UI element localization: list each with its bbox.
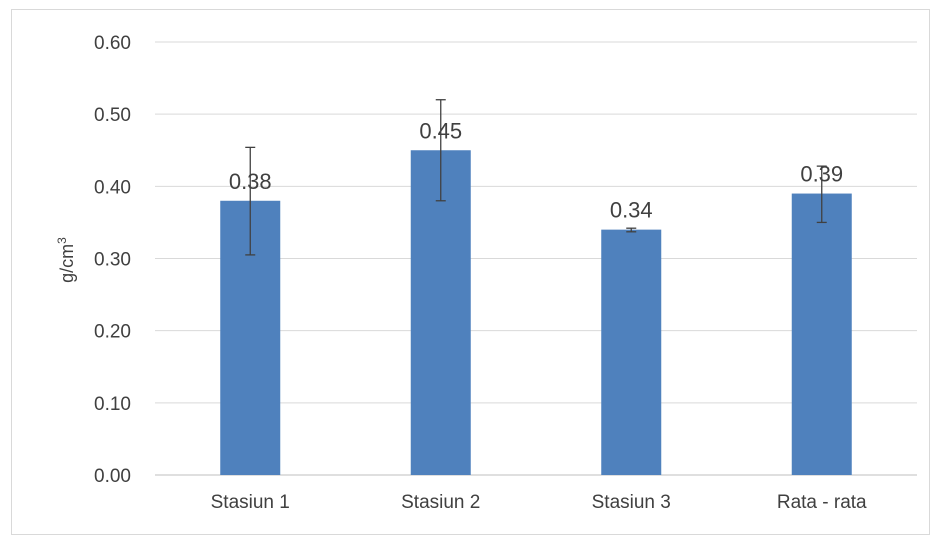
gridlines: [155, 41, 917, 476]
y-tick-label: 0.30: [94, 250, 131, 271]
bar: [791, 193, 852, 476]
error-bar: [435, 99, 446, 202]
y-tick-label: 0.50: [94, 105, 131, 126]
error-bars: [245, 99, 827, 256]
data-label: 0.38: [229, 169, 272, 194]
bar: [601, 229, 662, 475]
y-axis-ticks: 0.00 0.10 0.20 0.30 0.40 0.50 0.60: [94, 33, 131, 487]
y-axis-label: g/cm3: [55, 237, 77, 283]
data-label: 0.45: [419, 118, 462, 143]
x-tick-label: Stasiun 3: [592, 492, 671, 513]
data-label: 0.34: [610, 198, 653, 223]
x-axis-ticks: Stasiun 1 Stasiun 2 Stasiun 3 Rata - rata: [211, 492, 867, 513]
y-tick-label: 0.20: [94, 322, 131, 343]
error-bar: [816, 165, 827, 224]
y-tick-label: 0.60: [94, 33, 131, 54]
y-tick-label: 0.00: [94, 466, 131, 487]
error-bar: [245, 146, 256, 256]
error-bar: [626, 227, 637, 233]
x-tick-label: Stasiun 1: [211, 492, 290, 513]
bar: [410, 150, 471, 475]
y-tick-label: 0.10: [94, 394, 131, 415]
data-label: 0.39: [800, 162, 843, 187]
bars: [220, 150, 852, 476]
data-labels: 0.38 0.45 0.34 0.39: [229, 118, 843, 222]
x-tick-label: Stasiun 2: [401, 492, 480, 513]
y-tick-label: 0.40: [94, 177, 131, 198]
y-axis-label-superscript: 3: [55, 237, 69, 244]
y-axis-label-text: g/cm: [57, 244, 77, 283]
x-tick-label: Rata - rata: [777, 492, 867, 513]
